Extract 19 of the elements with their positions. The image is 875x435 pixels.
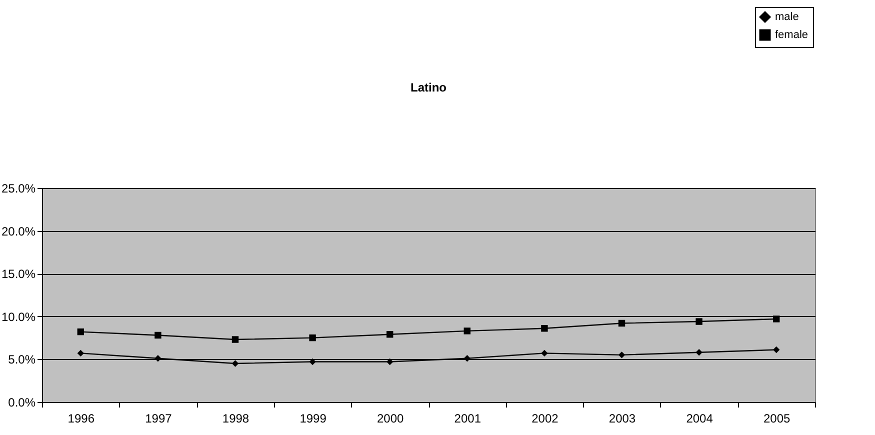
legend-label: male xyxy=(775,11,799,23)
y-tick-label: 5.0% xyxy=(8,352,36,367)
x-tick-label: 2002 xyxy=(532,412,559,426)
y-tick-label: 10.0% xyxy=(1,310,36,324)
x-tick-label: 2000 xyxy=(377,412,404,426)
y-tick-label: 0.0% xyxy=(8,396,36,410)
chart-title: Latino xyxy=(410,80,446,94)
legend-label: female xyxy=(775,29,808,41)
y-tick-label: 25.0% xyxy=(1,182,36,196)
x-tick-label: 1999 xyxy=(300,412,327,426)
x-tick-label: 2005 xyxy=(764,412,791,426)
x-tick-label: 1998 xyxy=(222,412,250,426)
x-tick-label: 2001 xyxy=(454,412,482,426)
x-tick-label: 1996 xyxy=(68,412,95,426)
x-tick-label: 1997 xyxy=(145,412,172,426)
y-tick-label: 15.0% xyxy=(1,267,36,282)
x-tick-label: 2004 xyxy=(686,412,714,426)
y-tick-label: 20.0% xyxy=(1,224,36,238)
x-tick-label: 2003 xyxy=(608,412,636,426)
